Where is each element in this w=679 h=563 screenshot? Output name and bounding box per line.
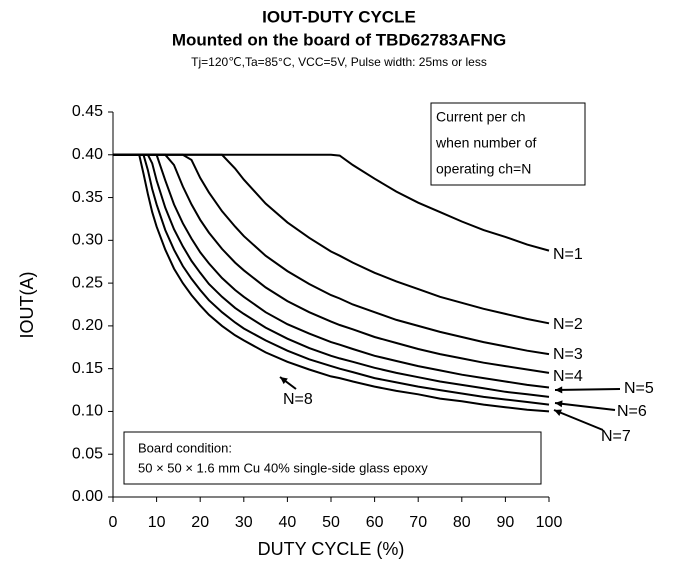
y-tick-label: 0.20 [72,317,103,334]
legend-box [430,102,586,186]
series-label: N=5 [624,380,654,397]
legend-note: Current per ch [436,109,525,125]
x-tick-label: 90 [497,514,515,531]
arrow-head [555,400,563,408]
series-line [113,153,550,406]
board-note: Board condition: [138,440,232,455]
chart-title: IOUT-DUTY CYCLE [262,7,416,26]
x-axis-label: DUTY CYCLE (%) [258,539,405,559]
series-line [113,153,550,374]
series-label: N=3 [553,346,583,363]
y-tick-label: 0.10 [72,403,103,420]
board-note: 50 × 50 × 1.6 mm Cu 40% single-side glas… [138,460,428,475]
series-label: N=6 [617,403,647,420]
series-line [113,153,550,389]
x-tick-label: 10 [148,514,166,531]
x-tick-label: 0 [109,514,118,531]
y-axis-label: IOUT(A) [17,272,37,339]
y-tick-label: 0.00 [72,488,103,505]
y-tick-label: 0.15 [72,360,103,377]
chart-subtitle: Mounted on the board of TBD62783AFNG [172,30,506,49]
arrow [554,402,616,411]
x-tick-label: 100 [536,514,563,531]
y-tick-label: 0.45 [72,103,103,120]
conditions: Tj=120℃,Ta=85°C, VCC=5V, Pulse width: 25… [191,55,487,69]
arrow-head [280,377,288,385]
y-tick-label: 0.35 [72,189,103,206]
arrow [554,388,621,391]
legend-note: when number of [435,135,537,151]
y-tick-label: 0.25 [72,274,103,291]
board-box [123,431,542,485]
legend-note: operating ch=N [436,161,531,177]
y-tick-label: 0.30 [72,232,103,249]
arrow [553,409,604,431]
x-tick-label: 40 [279,514,297,531]
arrow-head [554,409,562,416]
arrow-head [555,386,563,394]
series-line [113,153,550,398]
x-tick-label: 20 [191,514,209,531]
x-tick-label: 50 [322,514,340,531]
y-tick-label: 0.40 [72,146,103,163]
series-label: N=2 [553,316,583,333]
x-tick-label: 60 [366,514,384,531]
series-label: N=4 [553,368,583,385]
x-tick-label: 30 [235,514,253,531]
x-tick-label: 70 [409,514,427,531]
series-label: N=8 [283,391,313,408]
x-tick-label: 80 [453,514,471,531]
y-tick-label: 0.05 [72,445,103,462]
series-line [113,153,550,413]
series-label: N=7 [601,428,631,445]
series-label: N=1 [553,246,583,263]
